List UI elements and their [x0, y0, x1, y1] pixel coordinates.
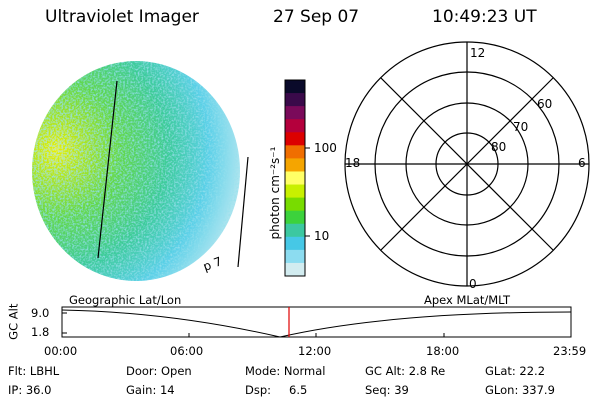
- lat-label-80: 80: [491, 140, 507, 154]
- status-glon: GLon: 337.9: [485, 383, 555, 397]
- image-track-line-right: [237, 156, 249, 268]
- mlt-label-12: 12: [470, 46, 486, 60]
- timeline-right-label: Apex MLat/MLT: [424, 293, 511, 307]
- colorbar-segment: [285, 132, 305, 146]
- mlt-label-0: 0: [469, 277, 477, 291]
- status-mode: Mode: Normal: [245, 364, 326, 378]
- status-ip: IP: 36.0: [8, 383, 52, 397]
- timeline-xtick-1200: 12:00: [298, 344, 332, 358]
- colorbar-segment: [285, 223, 305, 238]
- timeline-xtick-0000: 00:00: [44, 344, 78, 358]
- colorbar-segment: [285, 249, 305, 264]
- mlt-label-18: 18: [345, 156, 361, 170]
- colorbar-segment: [285, 184, 305, 199]
- colorbar-segment: [285, 145, 305, 159]
- polar-grid: [344, 41, 590, 287]
- colorbar-segment: [285, 119, 305, 133]
- colorbar-segment: [285, 197, 305, 212]
- colorbar-tick-10: 10: [314, 229, 330, 243]
- timeline-ylabel: GC Alt: [6, 303, 21, 340]
- status-seq: Seq: 39: [365, 383, 409, 397]
- status-dsp-label: Dsp:: [245, 383, 272, 397]
- colorbar-tick-100: 100: [314, 141, 337, 155]
- lat-label-70: 70: [513, 120, 529, 134]
- timeline-xtick-0600: 06:00: [170, 344, 204, 358]
- colorbar: [284, 79, 306, 277]
- mlt-label-6: 6: [578, 156, 586, 170]
- uv-earth-image: [32, 61, 240, 281]
- timeline-frame: [61, 306, 572, 338]
- time-label: 10:49:23 UT: [432, 7, 537, 27]
- status-dsp-value: 6.5: [289, 383, 308, 397]
- status-gain: Gain: 14: [126, 383, 175, 397]
- timeline-ytick-1-8: 1.8: [31, 325, 50, 339]
- colorbar-segment: [285, 210, 305, 225]
- timeline-xtick-1800: 18:00: [426, 344, 460, 358]
- colorbar-segment: [285, 93, 305, 107]
- colorbar-segment: [285, 158, 305, 172]
- polar-diagonal-2: [380, 77, 554, 251]
- status-door: Door: Open: [126, 364, 192, 378]
- altitude-curve: [61, 309, 572, 338]
- timeline-xtick-2359: 23:59: [553, 344, 587, 358]
- colorbar-unit-label: photon cm⁻²s⁻¹: [268, 146, 282, 240]
- date-label: 27 Sep 07: [273, 7, 360, 27]
- colorbar-segment: [285, 80, 305, 94]
- timeline-left-label: Geographic Lat/Lon: [69, 293, 182, 307]
- instrument-title: Ultraviolet Imager: [45, 7, 199, 27]
- colorbar-segment: [285, 171, 305, 186]
- status-flt: Flt: LBHL: [8, 364, 60, 378]
- timeline-ticks: [188, 333, 445, 337]
- colorbar-frame: [284, 79, 306, 277]
- colorbar-segment: [285, 262, 305, 277]
- status-glat: GLat: 22.2: [485, 364, 546, 378]
- lat-label-60: 60: [537, 97, 553, 111]
- colorbar-segment: [285, 106, 305, 120]
- colorbar-segment: [285, 236, 305, 251]
- timeline-ytick-9: 9.0: [31, 306, 50, 320]
- image-track-line-left: [97, 80, 118, 259]
- status-gc-alt: GC Alt: 2.8 Re: [365, 364, 446, 378]
